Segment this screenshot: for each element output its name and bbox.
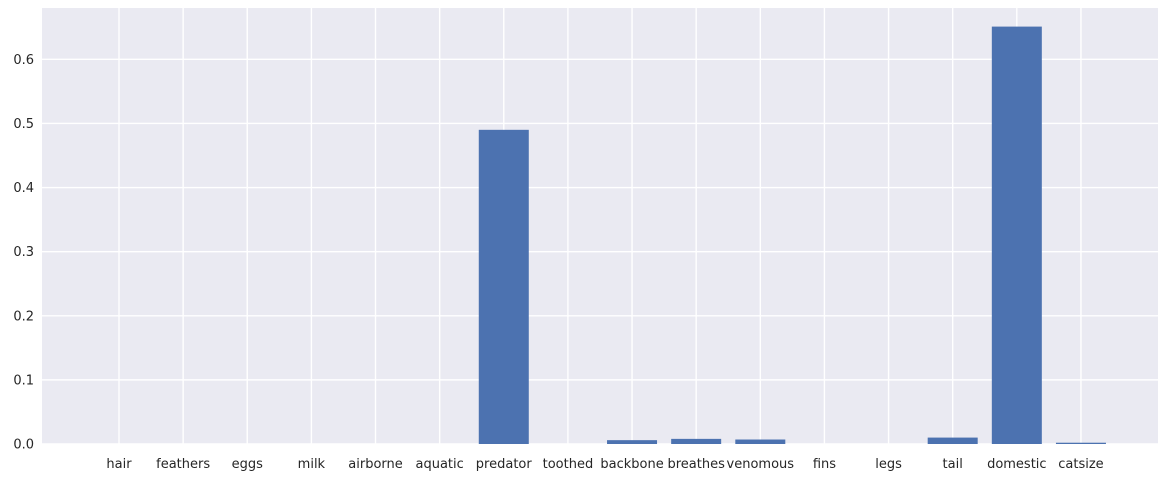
bar-predator	[478, 129, 529, 444]
x-tick-label: milk	[298, 457, 326, 472]
y-tick-label: 0.4	[13, 181, 34, 196]
y-tick-label: 0.1	[13, 373, 34, 388]
y-tick-label: 0.5	[13, 117, 34, 132]
x-tick-label: breathes	[667, 457, 725, 472]
x-tick-label: venomous	[727, 457, 795, 472]
y-tick-label: 0.3	[13, 245, 34, 260]
x-tick-label: feathers	[156, 457, 210, 472]
x-tick-label: hair	[106, 457, 132, 472]
x-tick-label: domestic	[987, 457, 1047, 472]
bar-venomous	[735, 439, 786, 444]
bar-backbone	[607, 440, 658, 444]
bar-catsize	[1055, 442, 1106, 444]
x-tick-label: tail	[943, 457, 963, 472]
y-tick-label: 0.2	[13, 309, 34, 324]
x-tick-label: legs	[875, 457, 902, 472]
y-tick-label: 0.0	[13, 438, 34, 453]
x-tick-label: predator	[476, 457, 533, 472]
bar-breathes	[671, 438, 722, 444]
x-tick-label: catsize	[1058, 457, 1103, 472]
x-tick-label: eggs	[232, 457, 264, 472]
bar-tail	[927, 437, 978, 444]
y-tick-labels: 0.0 0.1 0.2 0.3 0.4 0.5 0.6	[13, 53, 34, 453]
x-tick-label: airborne	[348, 457, 402, 472]
bars	[478, 26, 1106, 445]
x-tick-label: fins	[813, 457, 836, 472]
x-tick-label: backbone	[600, 457, 663, 472]
x-tick-label: aquatic	[416, 457, 464, 472]
plot-background	[42, 8, 1158, 444]
x-tick-labels: hair feathers eggs milk airborne aquatic preda…	[106, 457, 1103, 472]
y-tick-label: 0.6	[13, 53, 34, 68]
bar-domestic	[991, 26, 1042, 445]
x-tick-label: toothed	[543, 457, 594, 472]
